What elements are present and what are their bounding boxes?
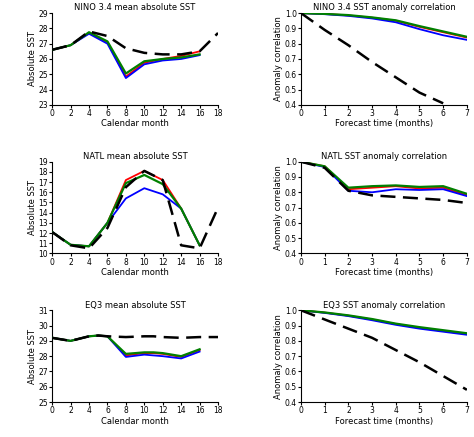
X-axis label: Forecast time (months): Forecast time (months)	[335, 119, 433, 128]
Title: NATL SST anomaly correlation: NATL SST anomaly correlation	[321, 152, 447, 161]
Title: NINO 3.4 mean absolute SST: NINO 3.4 mean absolute SST	[74, 3, 196, 12]
Y-axis label: Anomaly correlation: Anomaly correlation	[274, 314, 283, 399]
X-axis label: Calendar month: Calendar month	[101, 119, 169, 128]
Y-axis label: Anomaly correlation: Anomaly correlation	[274, 17, 283, 101]
X-axis label: Calendar month: Calendar month	[101, 416, 169, 426]
Title: NATL mean absolute SST: NATL mean absolute SST	[83, 152, 187, 161]
X-axis label: Calendar month: Calendar month	[101, 268, 169, 277]
Y-axis label: Absolute SST: Absolute SST	[28, 180, 37, 235]
Y-axis label: Absolute SST: Absolute SST	[28, 329, 37, 384]
Title: EQ3 SST anomaly correlation: EQ3 SST anomaly correlation	[323, 301, 445, 309]
Title: NINO 3.4 SST anomaly correlation: NINO 3.4 SST anomaly correlation	[312, 3, 456, 12]
X-axis label: Forecast time (months): Forecast time (months)	[335, 416, 433, 426]
X-axis label: Forecast time (months): Forecast time (months)	[335, 268, 433, 277]
Y-axis label: Anomaly correlation: Anomaly correlation	[274, 165, 283, 250]
Y-axis label: Absolute SST: Absolute SST	[28, 31, 37, 87]
Title: EQ3 mean absolute SST: EQ3 mean absolute SST	[85, 301, 185, 309]
